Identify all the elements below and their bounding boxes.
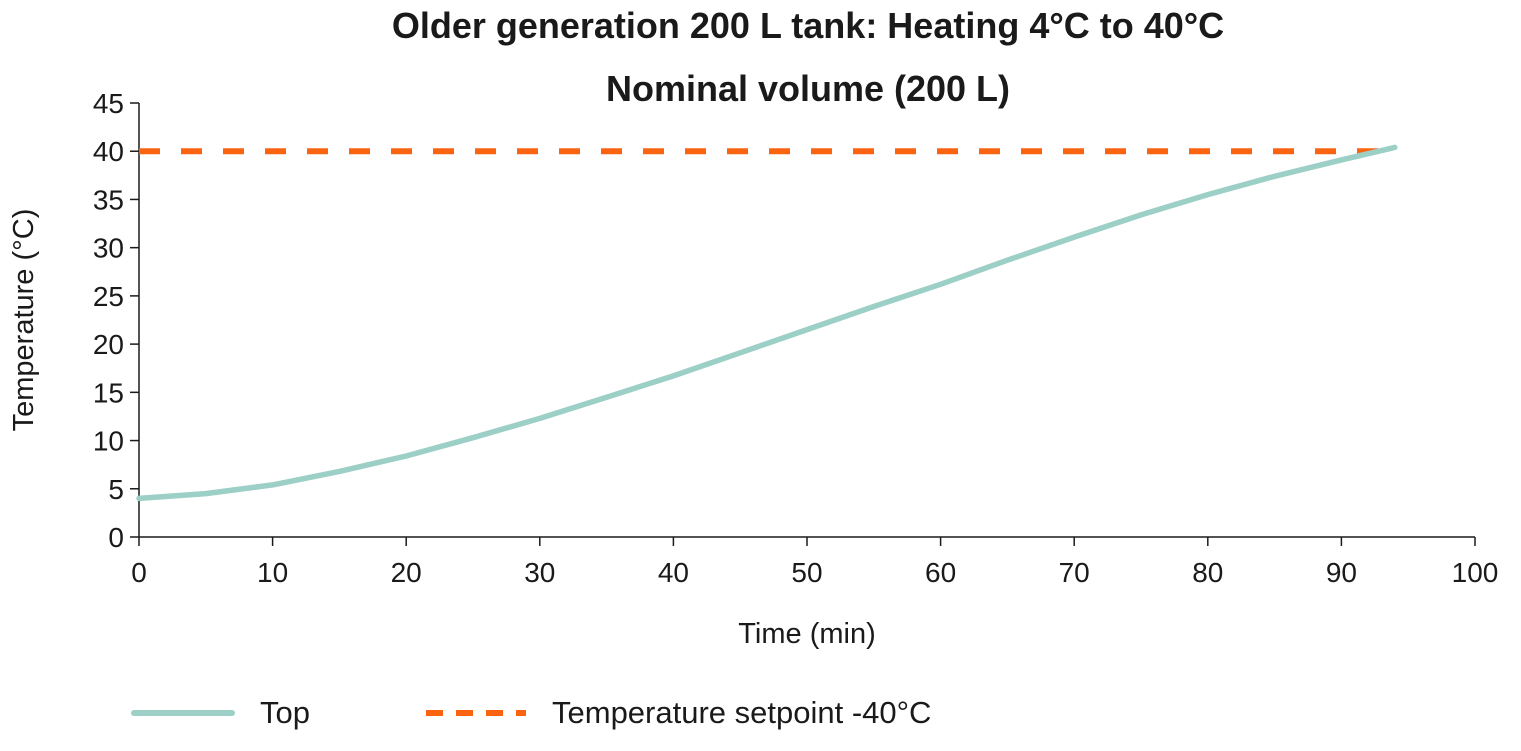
chart-subtitle: Nominal volume (200 L) [606, 68, 1010, 109]
y-axis-label: Temperature (°C) [8, 209, 40, 432]
x-tick-label: 60 [925, 557, 956, 588]
chart-title: Older generation 200 L tank: Heating 4°C… [392, 5, 1224, 46]
legend-label-top: Top [260, 695, 310, 730]
axes: 0 10 20 30 40 50 60 70 80 90 100 0 5 10 15 20 25 30 35 40 45 [93, 88, 1499, 588]
x-tick-label: 50 [791, 557, 822, 588]
x-tick-label: 100 [1452, 557, 1499, 588]
y-tick-label: 15 [93, 377, 124, 408]
y-tick-label: 10 [93, 426, 124, 457]
plot-area [136, 144, 1398, 502]
x-tick-label: 90 [1326, 557, 1357, 588]
series-line-top [136, 144, 1398, 502]
y-tick-label: 45 [93, 88, 124, 119]
x-tick-label: 40 [658, 557, 689, 588]
y-tick-label: 30 [93, 233, 124, 264]
y-tick-label: 5 [108, 474, 124, 505]
y-tick-label: 35 [93, 184, 124, 215]
legend: Top Temperature setpoint -40°C [131, 695, 931, 730]
y-tick-label: 20 [93, 329, 124, 360]
y-tick-label: 25 [93, 281, 124, 312]
x-tick-label: 10 [257, 557, 288, 588]
x-tick-label: 80 [1192, 557, 1223, 588]
legend-label-setpoint: Temperature setpoint -40°C [552, 695, 931, 730]
y-tick-label: 0 [108, 522, 124, 553]
x-tick-label: 0 [131, 557, 147, 588]
x-tick-label: 20 [391, 557, 422, 588]
x-tick-label: 30 [524, 557, 555, 588]
x-axis-label: Time (min) [738, 618, 875, 650]
x-tick-label: 70 [1059, 557, 1090, 588]
y-tick-label: 40 [93, 136, 124, 167]
